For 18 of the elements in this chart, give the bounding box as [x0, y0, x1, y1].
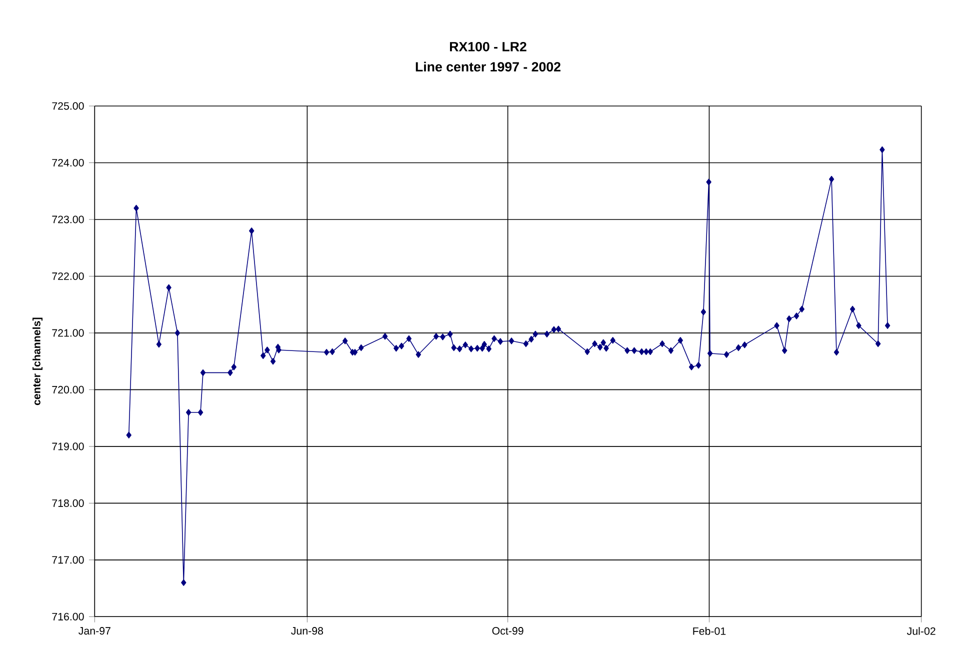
y-tick-label: 723.00	[52, 216, 84, 224]
chart-subtitle: Line center 1997 - 2002	[416, 62, 560, 72]
y-tick-label: 725.00	[52, 102, 84, 110]
chart-title: RX100 - LR2	[450, 42, 526, 52]
y-axis-title: center [channels]	[32, 318, 42, 406]
x-tick-label: Jun-98	[291, 627, 324, 635]
y-tick-label: 720.00	[52, 386, 84, 394]
x-tick-label: Feb-01	[693, 627, 726, 636]
y-tick-label: 721.00	[52, 329, 84, 337]
y-tick-label: 722.00	[52, 272, 84, 280]
x-tick-label: Jan-97	[78, 627, 110, 635]
x-tick-label: Oct-99	[492, 627, 524, 635]
y-tick-label: 718.00	[52, 500, 84, 508]
y-tick-label: 717.00	[52, 556, 84, 564]
y-tick-label: 719.00	[52, 442, 84, 450]
y-tick-label: 724.00	[52, 159, 84, 167]
x-tick-label: Jul-02	[906, 627, 936, 636]
y-tick-label: 716.00	[52, 613, 84, 621]
